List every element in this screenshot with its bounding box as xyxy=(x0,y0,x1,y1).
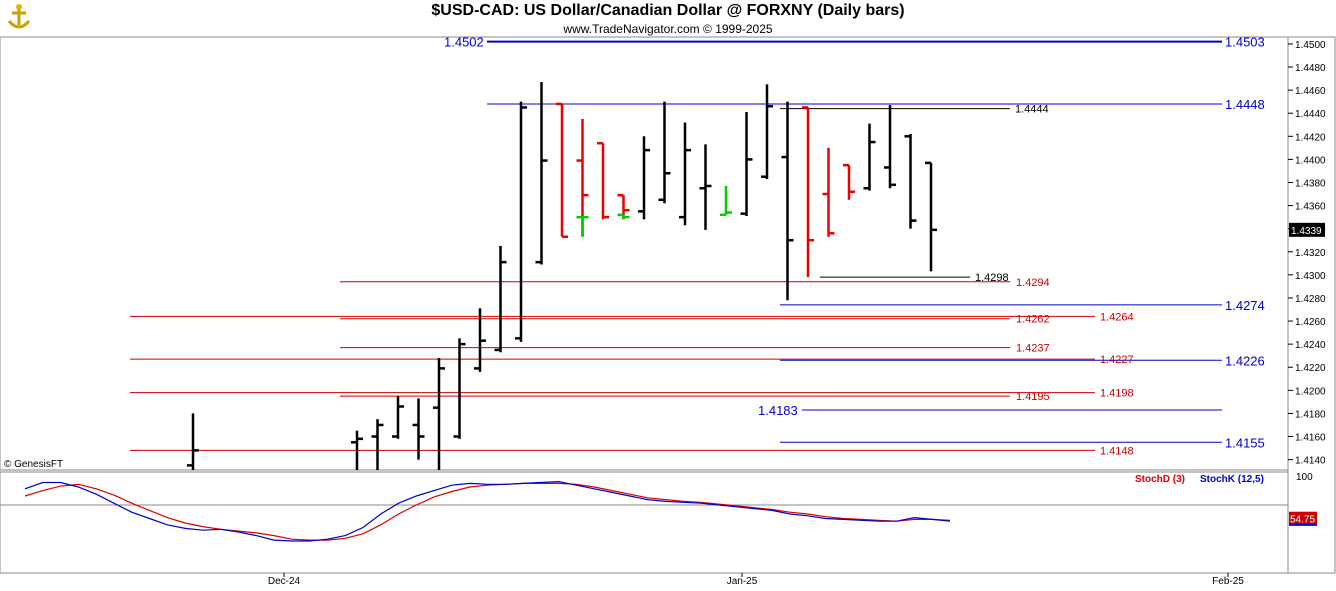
ohlc-bar xyxy=(863,123,876,191)
ohlc-bar xyxy=(761,84,773,180)
ohlc-bar xyxy=(453,338,466,439)
ohlc-bar xyxy=(740,112,753,216)
y-tick-label: 1.4260 xyxy=(1295,317,1326,328)
ohlc-bar xyxy=(371,419,384,470)
ohlc-bar xyxy=(802,106,814,278)
ohlc-bar xyxy=(638,136,650,220)
ohlc-bar xyxy=(556,102,568,239)
chart-title: $USD-CAD: US Dollar/Canadian Dollar @ FO… xyxy=(431,2,905,19)
stoch-last-label: 54.75 xyxy=(1290,515,1315,526)
red-level-label: 1.4195 xyxy=(1016,391,1050,403)
black-level-label: 1.4444 xyxy=(1015,104,1049,116)
blue-level-label: 1.4503 xyxy=(1225,35,1265,50)
y-tick-label: 1.4300 xyxy=(1295,271,1326,282)
y-tick-label: 1.4380 xyxy=(1295,178,1326,189)
price-panel xyxy=(0,36,1289,471)
ohlc-bar xyxy=(884,105,896,189)
ohlc-bar xyxy=(433,357,445,470)
y-tick-label: 1.4360 xyxy=(1295,202,1326,213)
ohlc-bar xyxy=(679,122,691,226)
red-level-label: 1.4264 xyxy=(1100,311,1134,323)
y-tick-label: 1.4240 xyxy=(1295,340,1326,351)
ohlc-bar xyxy=(515,101,527,342)
y-tick-label: 1.4180 xyxy=(1295,409,1326,420)
last-price-box xyxy=(1289,222,1325,237)
x-tick-label: Feb-25 xyxy=(1212,576,1244,587)
y-tick-label: 1.4160 xyxy=(1295,433,1326,444)
red-level-label: 1.4198 xyxy=(1100,388,1134,400)
y-tick-label: 1.4500 xyxy=(1295,40,1326,51)
stoch-last-box xyxy=(1289,511,1317,526)
y-tick-label: 1.4320 xyxy=(1295,248,1326,259)
y-tick-label: 1.4420 xyxy=(1295,132,1326,143)
blue-level-label: 1.4502 xyxy=(444,35,484,50)
stoch-d-legend: StochD (3) xyxy=(1135,474,1185,485)
blue-level-label: 1.4448 xyxy=(1225,97,1265,112)
ohlc-bar xyxy=(699,144,712,230)
stoch-k-line xyxy=(24,480,951,542)
ohlc-bar xyxy=(597,141,609,220)
stoch-d-line xyxy=(24,482,951,541)
y-tick-label: 1.4440 xyxy=(1295,109,1326,120)
y-axis-panel xyxy=(1287,36,1336,574)
stoch-panel xyxy=(0,471,1289,574)
red-level-label: 1.4237 xyxy=(1016,343,1050,355)
x-tick-label: Jan-25 xyxy=(727,576,758,587)
x-tick-label: Dec-24 xyxy=(268,576,301,587)
chart-subtitle: www.TradeNavigator.com © 1999-2025 xyxy=(563,22,773,36)
y-tick-label: 1.4460 xyxy=(1295,86,1326,97)
ohlc-bar xyxy=(843,163,855,200)
ohlc-bar xyxy=(925,161,937,272)
y-tick-label: 1.4400 xyxy=(1295,155,1326,166)
watermark: © GenesisFT xyxy=(4,459,63,470)
y-tick-label: 1.4480 xyxy=(1295,63,1326,74)
ohlc-bar xyxy=(904,133,917,229)
y-tick-label: 1.4220 xyxy=(1295,363,1326,374)
y-tick-label: 1.4200 xyxy=(1295,386,1326,397)
ohlc-bar xyxy=(576,215,589,237)
ohlc-bar xyxy=(187,413,199,470)
ohlc-bar xyxy=(535,82,548,265)
ohlc-bar xyxy=(822,147,835,237)
ohlc-bar xyxy=(720,185,732,217)
ohlc-bar xyxy=(412,398,425,460)
blue-level-label: 1.4155 xyxy=(1225,435,1265,450)
ohlc-bar xyxy=(351,430,363,470)
ohlc-bar xyxy=(781,101,794,301)
ohlc-bar xyxy=(617,213,630,220)
red-level-label: 1.4227 xyxy=(1100,354,1134,366)
y-tick-label: 1.4280 xyxy=(1295,294,1326,305)
y-tick-label: 1.4140 xyxy=(1295,456,1326,467)
red-level-label: 1.4262 xyxy=(1016,314,1050,326)
ohlc-bar xyxy=(474,308,486,372)
red-level-label: 1.4148 xyxy=(1100,445,1134,457)
red-level-label: 1.4294 xyxy=(1016,277,1050,289)
ohlc-bar xyxy=(494,245,507,353)
stoch-top-label: 100 xyxy=(1296,472,1313,483)
ohlc-bar xyxy=(392,396,404,439)
tradenavigator-logo-icon xyxy=(4,3,34,33)
last-price-label: 1.4339 xyxy=(1291,226,1322,237)
ohlc-bar xyxy=(658,101,671,204)
stoch-k-legend: StochK (12,5) xyxy=(1200,474,1264,485)
blue-level-label: 1.4274 xyxy=(1225,298,1265,313)
black-level-label: 1.4298 xyxy=(975,272,1009,284)
blue-level-label: 1.4183 xyxy=(758,403,798,418)
blue-level-label: 1.4226 xyxy=(1225,353,1265,368)
